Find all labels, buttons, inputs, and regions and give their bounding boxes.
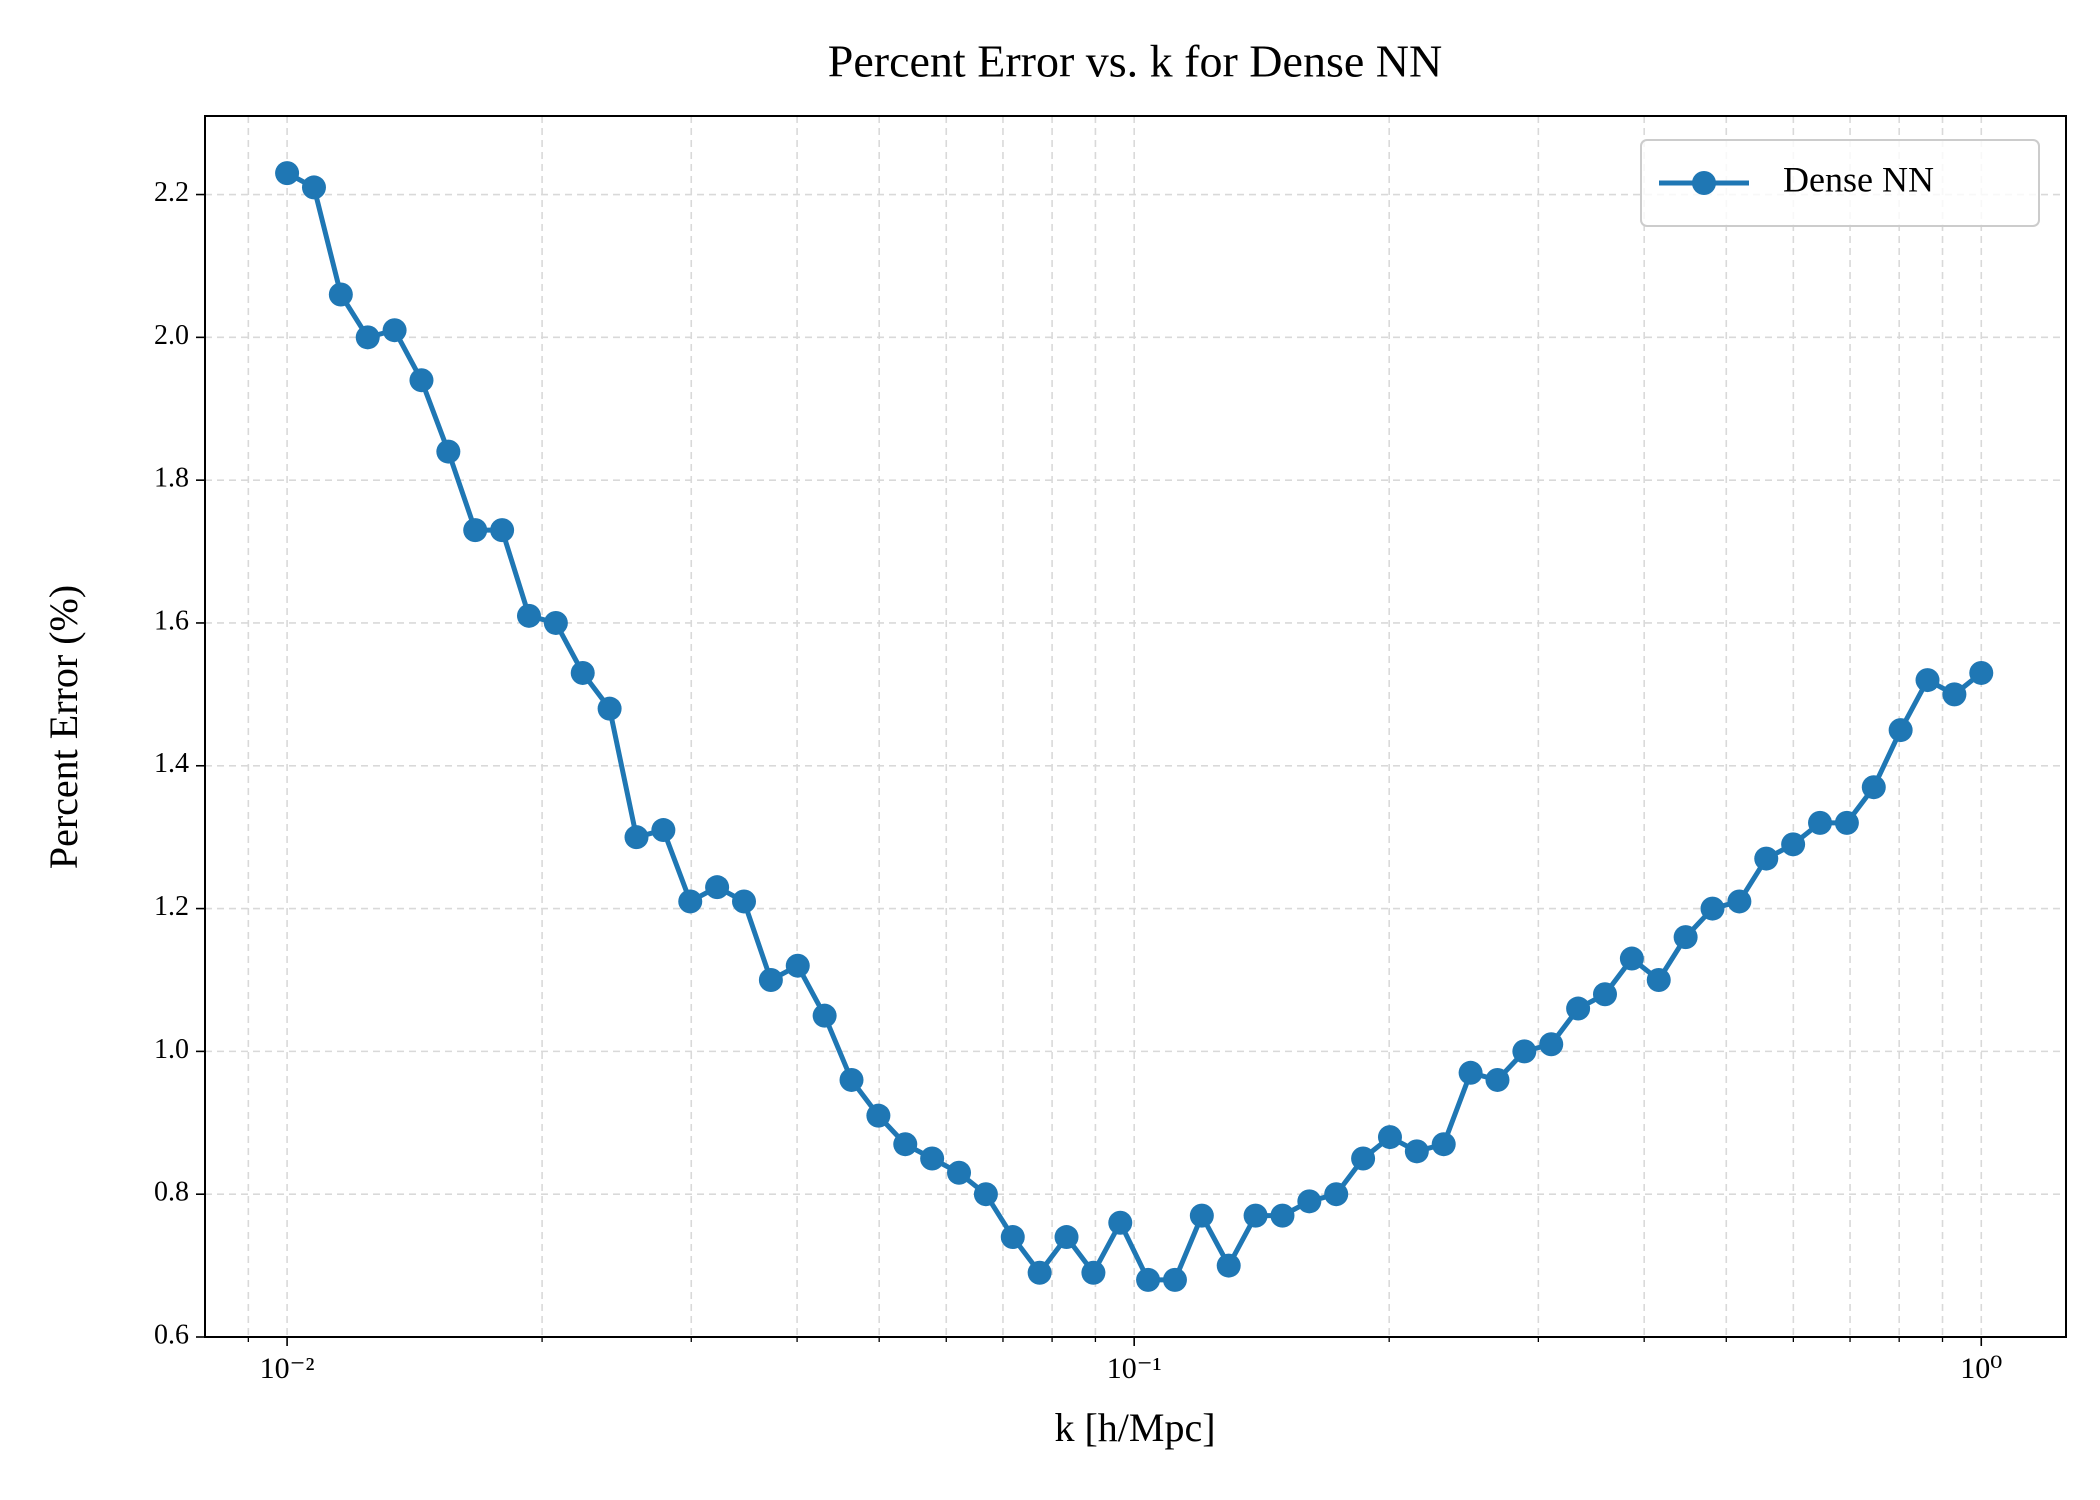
data-point — [597, 696, 622, 721]
data-point — [1270, 1203, 1295, 1228]
data-point — [1136, 1267, 1161, 1292]
data-point — [1834, 810, 1859, 835]
y-tick-label: 0.8 — [154, 1177, 189, 1208]
data-point — [1297, 1189, 1322, 1214]
data-point — [920, 1146, 945, 1171]
data-point — [543, 610, 568, 635]
y-tick-label: 0.6 — [154, 1319, 189, 1350]
y-tick-label: 1.0 — [154, 1034, 189, 1065]
plot-frame — [204, 115, 2067, 1338]
data-point — [436, 439, 461, 464]
data-point — [1619, 946, 1644, 971]
data-point — [1000, 1225, 1025, 1250]
chart-title: Percent Error vs. k for Dense NN — [828, 36, 1442, 87]
data-point — [624, 825, 649, 850]
y-tick-label: 1.4 — [154, 748, 189, 779]
data-point — [705, 875, 730, 900]
y-tick-label: 1.6 — [154, 605, 189, 636]
y-tick-label: 2.0 — [154, 320, 189, 351]
data-point — [1539, 1032, 1564, 1057]
data-point — [1861, 775, 1886, 800]
data-point — [1351, 1146, 1376, 1171]
data-point — [1754, 846, 1779, 871]
data-point — [1592, 982, 1617, 1007]
data-point — [516, 603, 541, 628]
data-point — [463, 518, 488, 543]
data-point — [570, 660, 595, 685]
data-point — [758, 967, 783, 992]
data-point — [1431, 1132, 1456, 1157]
data-point — [1512, 1039, 1537, 1064]
data-point — [1566, 996, 1591, 1021]
data-point — [866, 1103, 891, 1128]
data-point — [1808, 810, 1833, 835]
data-point — [812, 1003, 837, 1028]
y-axis-label: Percent Error (%) — [41, 585, 86, 869]
data-point — [1700, 896, 1725, 921]
data-point — [973, 1182, 998, 1207]
data-point — [893, 1132, 918, 1157]
data-point — [1727, 889, 1752, 914]
data-point — [490, 518, 515, 543]
data-point — [678, 889, 703, 914]
data-point — [382, 318, 407, 343]
data-point — [651, 818, 676, 843]
y-tick-label: 2.2 — [154, 177, 189, 208]
data-point — [1404, 1139, 1429, 1164]
data-point — [1969, 660, 1994, 685]
data-point — [1243, 1203, 1268, 1228]
data-point — [732, 889, 757, 914]
data-point — [1673, 925, 1698, 950]
y-tick-label: 1.2 — [154, 891, 189, 922]
x-axis-label: k [h/Mpc] — [1054, 1405, 1215, 1450]
data-point — [785, 953, 810, 978]
data-point — [1942, 682, 1967, 707]
data-point — [355, 325, 380, 350]
y-tick-label: 1.8 — [154, 463, 189, 494]
data-point — [1027, 1260, 1052, 1285]
data-point — [1108, 1210, 1133, 1235]
data-point — [1054, 1225, 1079, 1250]
data-point — [839, 1067, 864, 1092]
data-point — [301, 175, 326, 200]
data-point — [1216, 1253, 1241, 1278]
data-point — [1081, 1260, 1106, 1285]
legend-box — [1640, 139, 2040, 227]
data-point — [1485, 1067, 1510, 1092]
legend-label: Dense NN — [1783, 159, 1934, 199]
data-point — [1162, 1267, 1187, 1292]
legend-marker — [1692, 171, 1716, 195]
data-point — [1646, 967, 1671, 992]
data-point — [947, 1160, 972, 1185]
x-tick-label: 10⁻¹ — [1107, 1352, 1162, 1385]
data-point — [1377, 1125, 1402, 1150]
data-point — [275, 161, 300, 186]
data-point — [409, 368, 434, 393]
data-point — [1915, 668, 1940, 693]
data-point — [1888, 718, 1913, 743]
data-point — [1781, 832, 1806, 857]
data-point — [1189, 1203, 1214, 1228]
x-tick-label: 10⁻² — [260, 1352, 315, 1385]
data-point — [328, 282, 353, 307]
x-tick-label: 10⁰ — [1960, 1352, 2002, 1385]
data-point — [1458, 1060, 1483, 1085]
data-point — [1324, 1182, 1349, 1207]
data-line — [285, 170, 1983, 1283]
